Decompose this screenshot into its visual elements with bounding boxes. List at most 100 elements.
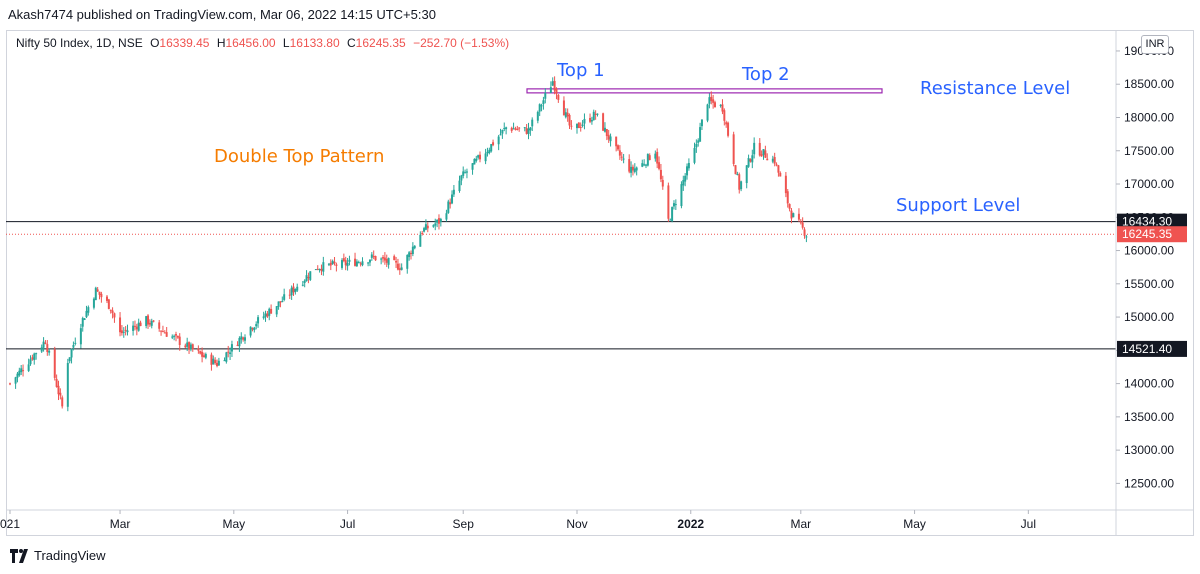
last-price-tag-bg bbox=[1117, 226, 1187, 243]
candle-body bbox=[518, 127, 521, 129]
candle-body bbox=[382, 257, 385, 259]
candle-body bbox=[120, 330, 123, 334]
candle-body bbox=[68, 357, 71, 362]
candle-body bbox=[699, 127, 702, 142]
candle-body bbox=[87, 307, 90, 313]
candle-body bbox=[544, 92, 547, 99]
candle-body bbox=[217, 360, 220, 366]
candle-body bbox=[674, 204, 677, 206]
candle-body bbox=[751, 155, 754, 163]
candle-body bbox=[557, 94, 560, 100]
candle-body bbox=[529, 127, 532, 131]
high-value: 16456.00 bbox=[225, 36, 276, 50]
candle-body bbox=[288, 294, 291, 296]
close-label: C bbox=[347, 36, 356, 50]
candle-body bbox=[238, 338, 241, 347]
candle-body bbox=[161, 331, 164, 333]
y-tick-label: 15000.00 bbox=[1124, 310, 1174, 324]
candle-body bbox=[139, 322, 142, 327]
candle-body bbox=[492, 142, 495, 146]
x-tick-label: Jul bbox=[1021, 517, 1036, 531]
candle-body bbox=[762, 149, 765, 155]
candle-body bbox=[635, 167, 638, 171]
candle-body bbox=[22, 370, 25, 372]
currency-badge[interactable]: INR bbox=[1141, 35, 1169, 54]
candle-body bbox=[61, 397, 64, 407]
candle-body bbox=[122, 331, 125, 333]
candle-body bbox=[549, 87, 552, 93]
candle-body bbox=[424, 224, 427, 230]
y-tick-label: 13500.00 bbox=[1124, 410, 1174, 424]
candle-body bbox=[225, 352, 228, 362]
candle-body bbox=[178, 336, 181, 345]
candle-body bbox=[367, 262, 370, 264]
y-tick-label: 15500.00 bbox=[1124, 277, 1174, 291]
annotations: Top 1 Top 2 Resistance Level Double Top Pat… bbox=[214, 60, 1070, 216]
candle-body bbox=[290, 287, 293, 296]
candle-body bbox=[59, 392, 62, 396]
candle-body bbox=[609, 136, 612, 142]
candle-body bbox=[113, 313, 116, 318]
candle-body bbox=[805, 236, 808, 238]
candle-body bbox=[411, 246, 414, 255]
x-tick-label: Mar bbox=[790, 517, 811, 531]
candle-body bbox=[475, 158, 478, 161]
candle-body bbox=[531, 119, 534, 127]
candle-body bbox=[462, 171, 465, 176]
candle-body bbox=[516, 129, 519, 131]
candle-body bbox=[204, 354, 207, 358]
candle-body bbox=[784, 175, 787, 194]
candle-body bbox=[370, 254, 373, 258]
candle-body bbox=[277, 301, 280, 307]
candle-body bbox=[327, 263, 330, 265]
candle-body bbox=[725, 122, 728, 125]
candle-body bbox=[372, 255, 375, 257]
y-tick-label: 16000.00 bbox=[1124, 244, 1174, 258]
candle-body bbox=[615, 136, 618, 147]
close-value: 16245.35 bbox=[355, 36, 406, 50]
candle-body bbox=[346, 262, 349, 267]
candle-body bbox=[460, 175, 463, 181]
candle-body bbox=[359, 263, 362, 265]
candle-body bbox=[329, 262, 332, 266]
x-tick-label: May bbox=[903, 517, 926, 531]
support-price-tag-bg bbox=[1117, 213, 1187, 230]
candle-body bbox=[764, 150, 767, 158]
candle-body bbox=[40, 347, 43, 352]
candle-body bbox=[174, 334, 177, 336]
candle-body bbox=[303, 280, 306, 283]
candle-body bbox=[340, 260, 343, 268]
y-tick-label: 17000.00 bbox=[1124, 177, 1174, 191]
candle-body bbox=[344, 260, 347, 266]
footer-brand: TradingView bbox=[10, 548, 106, 563]
candle-body bbox=[55, 378, 58, 387]
high-label: H bbox=[216, 36, 226, 50]
candle-body bbox=[648, 155, 651, 161]
candle-body bbox=[658, 162, 661, 169]
candle-body bbox=[20, 368, 23, 373]
candle-body bbox=[85, 310, 88, 318]
candle-body bbox=[145, 316, 148, 326]
candle-body bbox=[111, 310, 114, 313]
candle-body bbox=[109, 309, 112, 311]
candle-body bbox=[695, 144, 698, 148]
candle-body bbox=[714, 102, 717, 108]
candle-body bbox=[14, 377, 17, 384]
candle-body bbox=[562, 100, 565, 116]
candle-body bbox=[607, 134, 610, 140]
candle-body bbox=[419, 234, 422, 247]
candle-body bbox=[307, 277, 310, 279]
candle-body bbox=[413, 245, 416, 249]
candle-body bbox=[70, 349, 73, 358]
candle-body bbox=[477, 155, 480, 158]
candle-body bbox=[568, 114, 571, 126]
symbol-label[interactable]: Nifty 50 Index, 1D, NSE bbox=[16, 36, 143, 50]
candle-body bbox=[503, 128, 506, 130]
candle-body bbox=[281, 301, 284, 303]
candle-body bbox=[445, 213, 448, 220]
candle-body bbox=[510, 127, 513, 131]
candle-body bbox=[368, 259, 371, 263]
candle-body bbox=[538, 104, 541, 112]
brand-name: TradingView bbox=[34, 548, 106, 563]
